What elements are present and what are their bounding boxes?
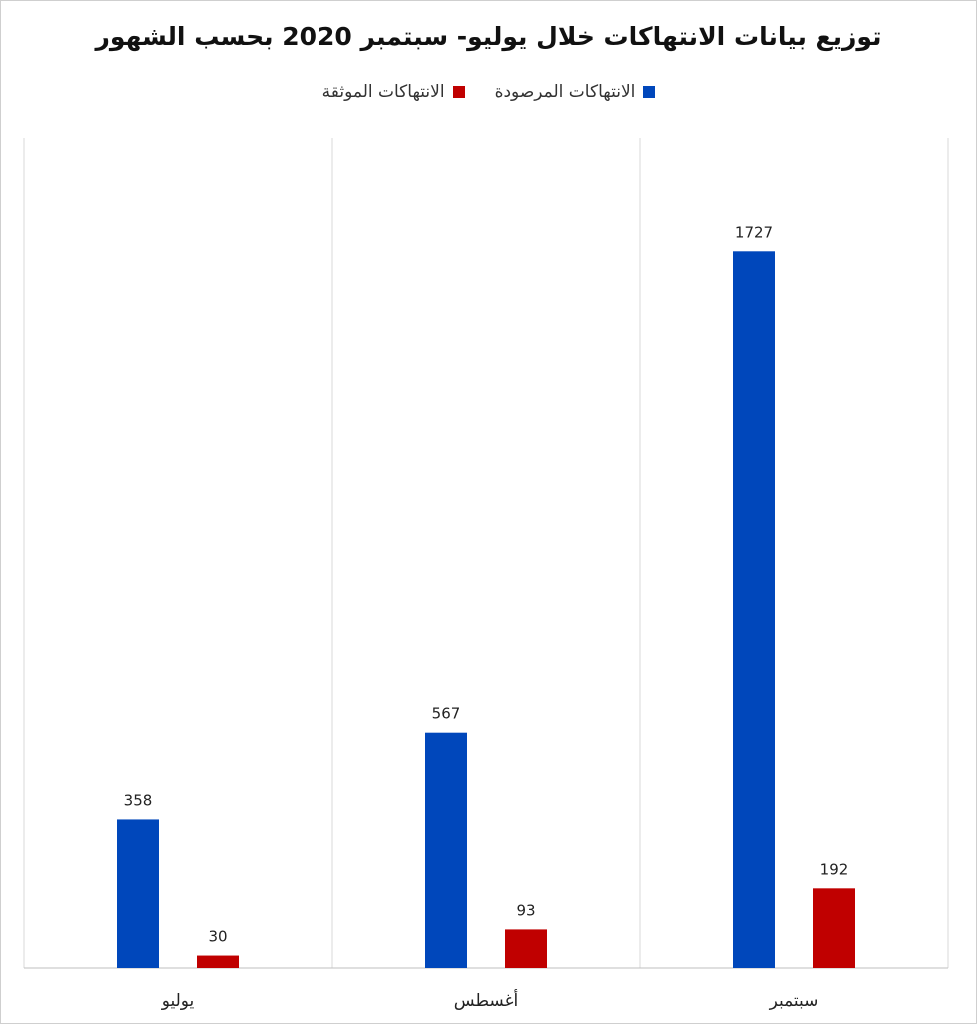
x-tick-label: يوليو [161,991,195,1011]
x-tick-label: سبتمبر [769,991,819,1011]
legend-item-observed: الانتهاكات المرصودة [495,82,656,102]
bar-observed [117,819,159,968]
legend-swatch-documented [452,86,465,98]
legend-label-documented: الانتهاكات الموثقة [321,82,445,102]
data-label: 567 [432,705,461,723]
bar-observed [733,251,775,969]
chart-legend: الانتهاكات المرصودة الانتهاكات الموثقة [0,82,977,102]
data-label: 192 [820,860,849,878]
legend-swatch-observed [643,86,656,98]
data-label: 358 [124,791,153,809]
data-label: 30 [208,928,227,946]
data-label: 93 [516,901,535,919]
legend-item-documented: الانتهاكات الموثقة [322,82,465,102]
bar-observed [425,732,467,968]
data-label: 1727 [735,223,773,241]
legend-label-observed: الانتهاكات المرصودة [494,82,636,102]
chart-title: توزيع بيانات الانتهاكات خلال يوليو- سبتم… [95,22,882,51]
bar-documented [197,955,239,968]
bar-documented [505,929,547,968]
x-tick-label: أغسطس [454,989,518,1011]
bar-documented [813,888,855,968]
